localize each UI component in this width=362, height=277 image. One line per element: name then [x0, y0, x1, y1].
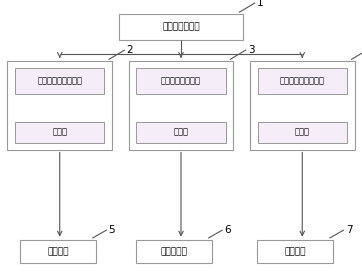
Bar [15, 122, 104, 143]
Text: 冷却水泵智能控制器: 冷却水泵智能控制器 [37, 76, 82, 86]
Text: 2: 2 [127, 45, 133, 55]
Bar [15, 68, 104, 94]
Text: 中央智能控制器: 中央智能控制器 [162, 22, 200, 32]
Text: 1: 1 [257, 0, 264, 8]
Text: 变频器: 变频器 [173, 128, 189, 137]
Bar [119, 14, 243, 40]
Bar [7, 61, 112, 150]
Bar [250, 61, 355, 150]
Text: 7: 7 [346, 225, 352, 235]
Bar [136, 240, 212, 263]
Text: 变频器: 变频器 [295, 128, 310, 137]
Text: 制冷主机: 制冷主机 [284, 247, 306, 256]
Bar [258, 68, 347, 94]
Text: 冷却塔风机: 冷却塔风机 [160, 247, 187, 256]
Text: 6: 6 [224, 225, 231, 235]
Text: 变频器: 变频器 [52, 128, 67, 137]
Text: 5: 5 [109, 225, 115, 235]
Text: 制冷主机智能控制器: 制冷主机智能控制器 [280, 76, 325, 86]
Bar [129, 61, 233, 150]
Text: 3: 3 [248, 45, 254, 55]
Bar [20, 240, 96, 263]
Bar [257, 240, 333, 263]
Bar [136, 68, 226, 94]
Bar [136, 122, 226, 143]
Text: 冷却水泵: 冷却水泵 [47, 247, 69, 256]
Text: 冷却塔智能控制器: 冷却塔智能控制器 [161, 76, 201, 86]
Bar [258, 122, 347, 143]
